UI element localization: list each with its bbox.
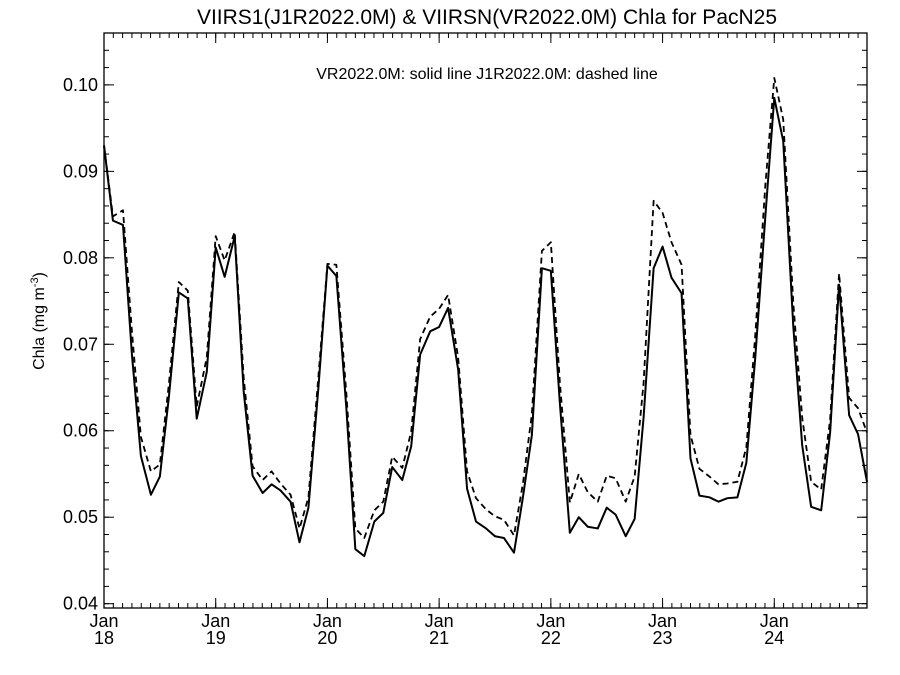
solid-series-line — [103, 96, 868, 558]
plot-frame — [103, 32, 868, 609]
x-tick-month: Jan — [425, 611, 454, 631]
legend-note: VR2022.0M: solid line J1R2022.0M: dashed… — [316, 66, 658, 83]
x-tick-year: 23 — [653, 628, 673, 648]
y-tick-label: 0.08 — [63, 248, 98, 268]
y-tick-label: 0.09 — [63, 161, 98, 181]
x-tick-month: Jan — [89, 611, 118, 631]
x-tick-year: 22 — [541, 628, 561, 648]
series-layer — [103, 77, 868, 558]
x-tick-month: Jan — [536, 611, 565, 631]
y-tick-label: 0.05 — [63, 507, 98, 527]
x-tick-year: 20 — [317, 628, 337, 648]
x-tick-month: Jan — [313, 611, 342, 631]
y-tick-label: 0.07 — [63, 334, 98, 354]
y-tick-label: 0.06 — [63, 421, 98, 441]
chart-title: VIIRS1(J1R2022.0M) & VIIRSN(VR2022.0M) C… — [197, 6, 777, 29]
x-tick-year: 21 — [429, 628, 449, 648]
dashed-series-line — [103, 77, 868, 539]
y-tick-labels: 0.04 0.05 0.06 0.07 0.08 0.09 0.10 — [63, 75, 98, 614]
x-tick-month: Jan — [760, 611, 789, 631]
y-tick-label: 0.10 — [63, 75, 98, 95]
y-tick-label: 0.04 — [63, 594, 98, 614]
x-tick-month: Jan — [201, 611, 230, 631]
y-axis-label: Chla (mg m-3) — [29, 272, 48, 370]
axis-ticks — [103, 33, 867, 608]
x-tick-month: Jan — [648, 611, 677, 631]
x-tick-year: 24 — [764, 628, 784, 648]
x-tick-year: 19 — [206, 628, 226, 648]
x-tick-year: 18 — [94, 628, 114, 648]
